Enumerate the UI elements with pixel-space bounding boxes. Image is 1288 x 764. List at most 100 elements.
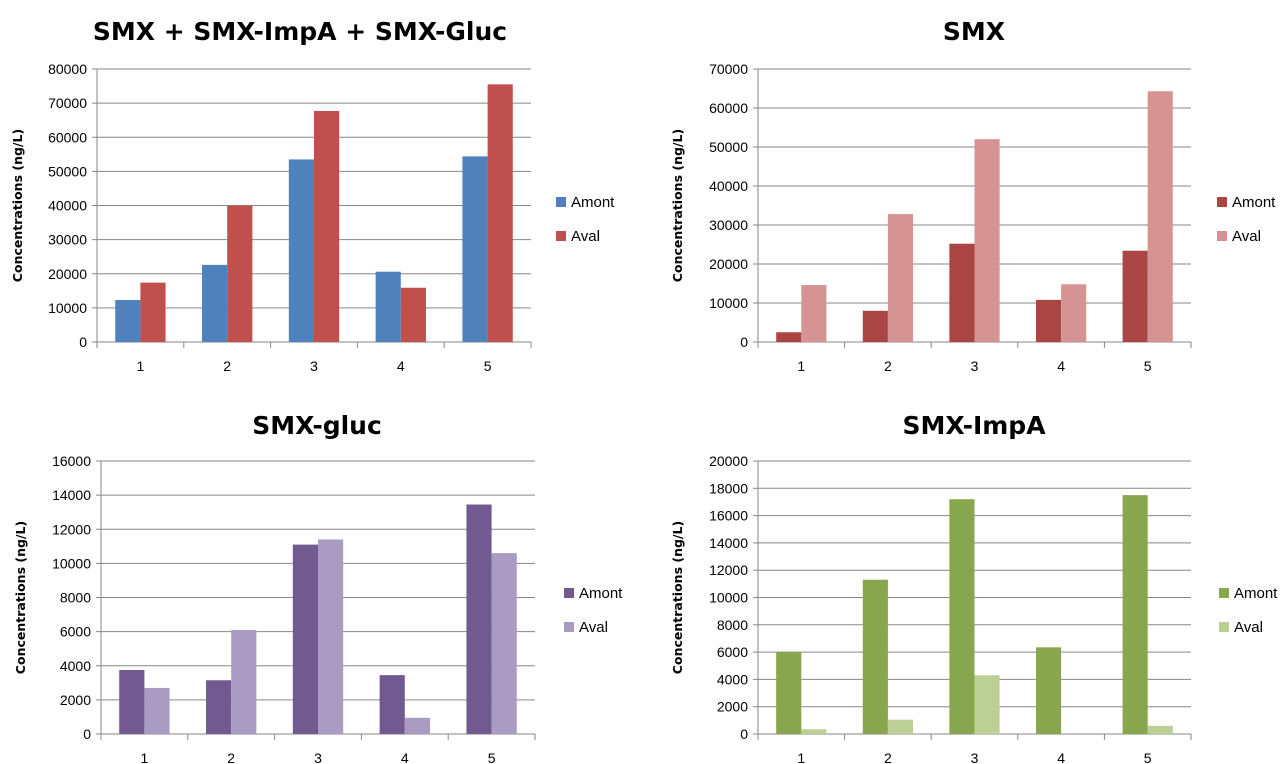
bar-amont-5 [466,504,492,734]
chart-title: SMX + SMX-ImpA + SMX-Gluc [93,17,507,46]
legend-label: Aval [1234,619,1263,636]
bar-aval-1 [801,285,827,342]
y-tick-label: 70000 [48,95,87,111]
bar-amont-4 [375,271,401,342]
y-tick-label: 16000 [52,453,91,469]
bar-aval-4 [404,717,430,734]
x-tick-label: 3 [971,358,979,374]
x-tick-label: 5 [1144,750,1152,764]
chart-total: 0 10000 20000 30000 40000 50000 60000 70000 8000… [0,0,644,382]
x-tick-label: 4 [397,358,405,374]
legend-swatch [556,231,566,241]
legend-swatch [564,622,574,632]
y-tick-label: 30000 [48,232,87,248]
bar-amont-3 [949,243,975,342]
bar-amont-1 [776,332,802,342]
y-axis-label: Concentrations (ng/L) [670,129,685,282]
x-tick-label: 3 [314,750,322,764]
y-tick-label: 40000 [48,198,87,214]
y-tick-label: 18000 [709,480,748,496]
x-tick-label: 1 [137,358,145,374]
y-tick-label: 12000 [52,521,91,537]
y-tick-label: 0 [740,726,748,742]
legend-label: Aval [579,619,608,636]
x-tick-label: 1 [797,750,805,764]
bar-amont-2 [862,310,888,342]
y-tick-label: 10000 [709,590,748,606]
x-tick-label: 2 [884,750,892,764]
bar-aval-1 [144,687,170,734]
y-tick-label: 10000 [709,295,748,311]
bar-aval-3 [318,539,344,734]
y-tick-label: 2000 [60,692,91,708]
bar-amont-2 [202,264,228,342]
chart-svg: 0 2000 4000 6000 8000 10000 12000 14000 16000 1 2 3… [13,411,623,764]
legend-swatch [1219,622,1229,632]
bar-amont-4 [379,675,405,734]
y-axis-label: Concentrations (ng/L) [10,129,25,282]
bar-aval-1 [801,729,827,734]
y-tick-label: 8000 [717,617,748,633]
y-tick-label: 60000 [709,100,748,116]
bar-amont-4 [1035,647,1062,734]
legend-label: Amont [1232,194,1276,211]
y-tick-label: 14000 [709,535,748,551]
x-tick-label: 5 [488,750,496,764]
bar-aval-4 [1061,284,1087,342]
y-tick-label: 0 [740,334,748,350]
x-tick-label: 4 [1057,358,1065,374]
bar-amont-1 [119,670,145,734]
chart-title: SMX-gluc [252,411,382,440]
bar-aval-3 [974,139,1000,342]
bar-aval-3 [974,675,1000,734]
y-tick-label: 20000 [709,256,748,272]
y-tick-label: 12000 [709,562,748,578]
y-tick-label: 30000 [709,217,748,233]
y-tick-label: 0 [79,334,87,350]
bar-aval-2 [887,214,914,342]
x-tick-label: 1 [141,750,149,764]
y-tick-label: 2000 [717,699,748,715]
bar-amont-5 [1122,250,1148,342]
chart-smx-impa: 0 2000 4000 6000 8000 10000 12000 14000 16000 180… [644,382,1288,764]
bar-amont-1 [776,652,802,734]
x-tick-label: 2 [227,750,235,764]
y-tick-label: 70000 [709,61,748,77]
legend-label: Amont [1234,585,1278,602]
legend-swatch [1217,197,1227,207]
y-tick-label: 60000 [48,129,87,145]
y-tick-label: 10000 [52,555,91,571]
bar-amont-4 [1035,299,1062,342]
bar-amont-3 [292,544,318,734]
legend-label: Aval [1232,228,1261,245]
y-tick-label: 10000 [48,300,87,316]
bar-amont-5 [462,156,488,342]
x-tick-label: 4 [401,750,409,764]
x-tick-label: 4 [1057,750,1065,764]
bar-aval-5 [1147,725,1173,734]
bar-aval-5 [491,553,517,734]
y-tick-label: 80000 [48,61,87,77]
y-tick-label: 4000 [60,658,91,674]
y-tick-label: 50000 [709,139,748,155]
bar-aval-2 [231,629,257,734]
bar-amont-2 [862,579,888,734]
bar-amont-1 [115,300,141,342]
y-axis-label: Concentrations (ng/L) [13,521,28,674]
chart-smx-gluc: 0 2000 4000 6000 8000 10000 12000 14000 16000 1 2 3… [0,382,644,764]
bar-aval-5 [1147,91,1173,342]
y-tick-label: 20000 [48,266,87,282]
y-tick-label: 8000 [60,590,91,606]
legend-label: Aval [571,228,600,245]
bar-aval-2 [227,205,253,342]
y-tick-label: 50000 [48,163,87,179]
x-tick-label: 5 [1144,358,1152,374]
y-tick-label: 14000 [52,487,91,503]
legend-label: Amont [579,585,623,602]
y-tick-label: 16000 [709,508,748,524]
chart-svg: 0 10000 20000 30000 40000 50000 60000 70000 8000… [10,17,615,374]
y-tick-label: 4000 [717,671,748,687]
bar-amont-3 [949,499,975,734]
chart-svg: 0 2000 4000 6000 8000 10000 12000 14000 16000 180… [670,411,1278,764]
y-tick-label: 40000 [709,178,748,194]
